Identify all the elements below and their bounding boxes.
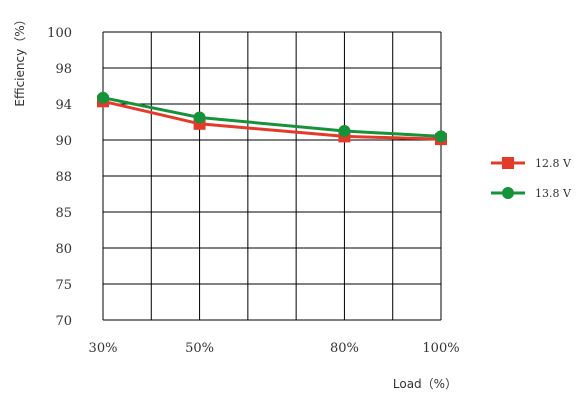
x-tick-label: 30% bbox=[89, 341, 118, 356]
y-tick-label: 94 bbox=[55, 98, 72, 113]
y-tick-label: 100 bbox=[47, 26, 72, 41]
data-point bbox=[338, 125, 351, 137]
y-tick-label: 85 bbox=[55, 206, 72, 221]
x-tick-label: 50% bbox=[185, 341, 214, 356]
y-tick-label: 70 bbox=[55, 314, 72, 329]
legend-marker bbox=[502, 157, 514, 169]
legend-label: 13.8 V bbox=[535, 187, 572, 200]
y-tick-labels: 100 98 94 90 88 85 80 75 70 bbox=[47, 26, 72, 329]
data-point bbox=[97, 91, 109, 104]
x-axis-label: Load（%） bbox=[393, 377, 457, 391]
y-tick-label: 98 bbox=[55, 62, 72, 77]
x-tick-label: 80% bbox=[330, 341, 359, 356]
data-point bbox=[435, 130, 447, 143]
x-tick-label: 100% bbox=[422, 341, 459, 356]
legend-label: 12.8 V bbox=[535, 157, 572, 170]
series-line bbox=[102, 99, 442, 141]
y-tick-label: 88 bbox=[55, 170, 72, 185]
x-tick-labels: 30% 50% 80% 100% bbox=[89, 341, 460, 356]
y-tick-label: 90 bbox=[55, 134, 72, 149]
y-tick-label: 75 bbox=[55, 278, 72, 293]
y-axis-label: Efficiency（%） bbox=[13, 13, 27, 106]
legend: 12.8 V 13.8 V bbox=[491, 157, 572, 200]
y-tick-label: 80 bbox=[55, 242, 72, 257]
data-point bbox=[193, 111, 206, 124]
legend-marker bbox=[502, 187, 514, 199]
grid bbox=[102, 31, 442, 321]
series-line bbox=[102, 96, 442, 138]
series-lines bbox=[97, 91, 447, 146]
